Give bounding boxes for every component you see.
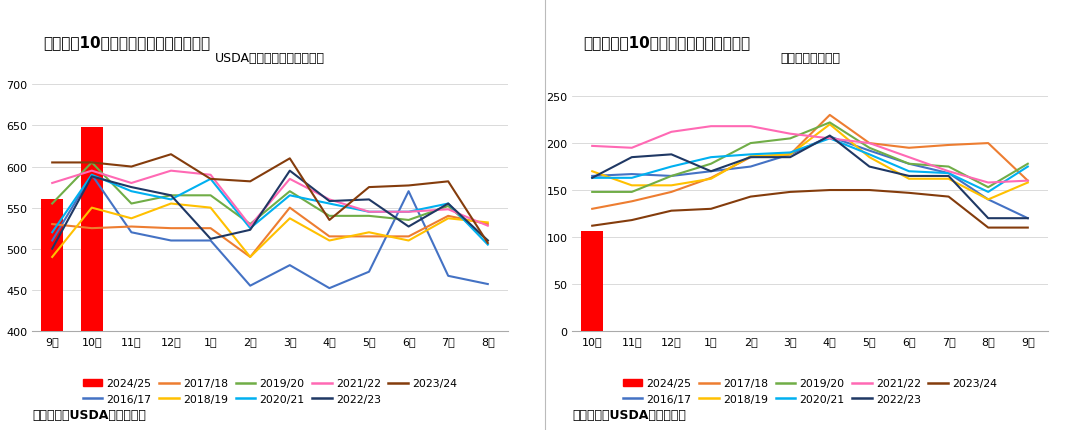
Legend: 2024/25, 2016/17, 2017/18, 2018/19, 2019/20, 2020/21, 2021/22, 2022/23, 2023/24: 2024/25, 2016/17, 2017/18, 2018/19, 2019… <box>83 378 457 404</box>
Text: 图：美豆油10月库存位于历史同期最低: 图：美豆油10月库存位于历史同期最低 <box>583 36 751 50</box>
Text: 数据来源：USDA，国富期货: 数据来源：USDA，国富期货 <box>572 408 686 421</box>
Text: 图：美豆10月压榨创历史同期最高记录: 图：美豆10月压榨创历史同期最高记录 <box>43 36 211 50</box>
Bar <box>581 232 603 331</box>
Legend: 2024/25, 2016/17, 2017/18, 2018/19, 2019/20, 2020/21, 2021/22, 2022/23, 2023/24: 2024/25, 2016/17, 2017/18, 2018/19, 2019… <box>623 378 997 404</box>
Text: 数据来源：USDA，国富期货: 数据来源：USDA，国富期货 <box>32 408 146 421</box>
Bar <box>41 200 63 331</box>
Title: 豆油库存（万吨）: 豆油库存（万吨） <box>780 52 840 65</box>
Bar <box>81 128 103 331</box>
Title: USDA大豆月度压榨（万吨）: USDA大豆月度压榨（万吨） <box>215 52 325 65</box>
